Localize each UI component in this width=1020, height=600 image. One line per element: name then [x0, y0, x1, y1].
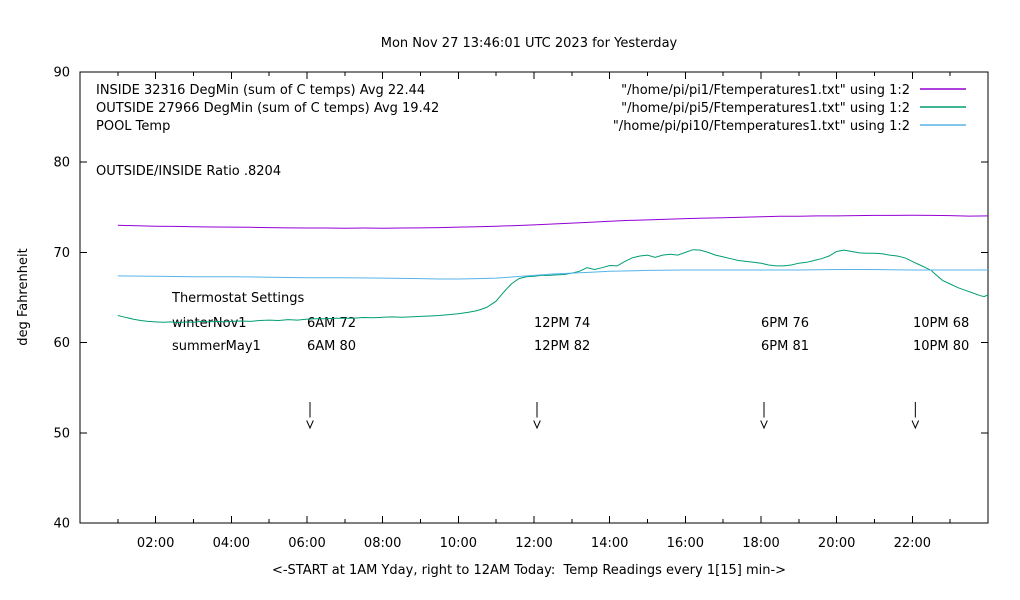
x-tick-label: 02:00 [137, 536, 174, 551]
y-tick-label: 40 [53, 517, 70, 532]
x-tick-label: 14:00 [591, 536, 628, 551]
thermostat-summer-10pm: 10PM 80 [913, 339, 969, 354]
x-tick-label: 22:00 [894, 536, 931, 551]
thermostat-row-winter-name: winterNov1 [172, 316, 247, 331]
thermostat-row-summer-name: summerMay1 [172, 339, 261, 354]
legend-line-samples [920, 88, 966, 126]
series-line-outside [117, 249, 989, 324]
x-tick-label: 12:00 [515, 536, 552, 551]
ratio-annotation: OUTSIDE/INSIDE Ratio .8204 [96, 164, 281, 179]
legend-file-inside: "/home/pi/pi1/Ftemperatures1.txt" using … [621, 83, 910, 98]
y-tick-label: 70 [53, 246, 70, 261]
legend-file-outside: "/home/pi/pi5/Ftemperatures1.txt" using … [621, 101, 910, 116]
legend: INSIDE 32316 DegMin (sum of C temps) Avg… [96, 83, 966, 134]
setpoint-arrows [306, 402, 920, 430]
thermostat-summer-6pm: 6PM 81 [761, 339, 809, 354]
setpoint-arrow-head [533, 420, 541, 430]
x-tick-label: 06:00 [288, 536, 325, 551]
x-tick-label: 18:00 [742, 536, 779, 551]
x-tick-label: 20:00 [818, 536, 855, 551]
data-series [117, 214, 989, 324]
legend-file-pool: "/home/pi/pi10/Ftemperatures1.txt" using… [613, 119, 910, 134]
setpoint-arrow-head [306, 420, 314, 430]
y-tick-label: 90 [53, 66, 70, 81]
series-line-inside [117, 214, 989, 229]
x-axis-label: <-START at 1AM Yday, right to 12AM Today… [272, 563, 786, 578]
thermostat-winter-6pm: 6PM 76 [761, 316, 809, 331]
thermostat-winter-6am: 6AM 72 [307, 316, 356, 331]
legend-label-outside: OUTSIDE 27966 DegMin (sum of C temps) Av… [96, 101, 439, 116]
x-tick-label: 08:00 [364, 536, 401, 551]
y-tick-label: 50 [53, 426, 70, 441]
x-tick-label: 04:00 [213, 536, 250, 551]
thermostat-winter-10pm: 10PM 68 [913, 316, 969, 331]
thermostat-heading: Thermostat Settings [171, 291, 305, 306]
setpoint-arrow-head [911, 420, 920, 430]
x-tick-label: 10:00 [440, 536, 477, 551]
chart-title: Mon Nov 27 13:46:01 UTC 2023 for Yesterd… [381, 36, 678, 51]
legend-label-inside: INSIDE 32316 DegMin (sum of C temps) Avg… [96, 83, 425, 98]
thermostat-winter-12pm: 12PM 74 [534, 316, 590, 331]
axis-ticks: 02:00 04:00 06:00 08:00 10:00 12:00 14:00 16:00… [53, 66, 988, 551]
setpoint-arrow-head [760, 420, 768, 430]
series-line-pool [117, 269, 988, 280]
legend-label-pool: POOL Temp [96, 119, 170, 134]
thermostat-summer-12pm: 12PM 82 [534, 339, 590, 354]
y-axis-label: deg Fahrenheit [16, 248, 31, 345]
thermostat-settings: Thermostat Settings winterNov1 6AM 72 12… [171, 291, 969, 354]
x-tick-label: 16:00 [667, 536, 704, 551]
thermostat-summer-6am: 6AM 80 [307, 339, 356, 354]
y-tick-label: 60 [53, 336, 70, 351]
y-tick-label: 80 [53, 156, 70, 171]
